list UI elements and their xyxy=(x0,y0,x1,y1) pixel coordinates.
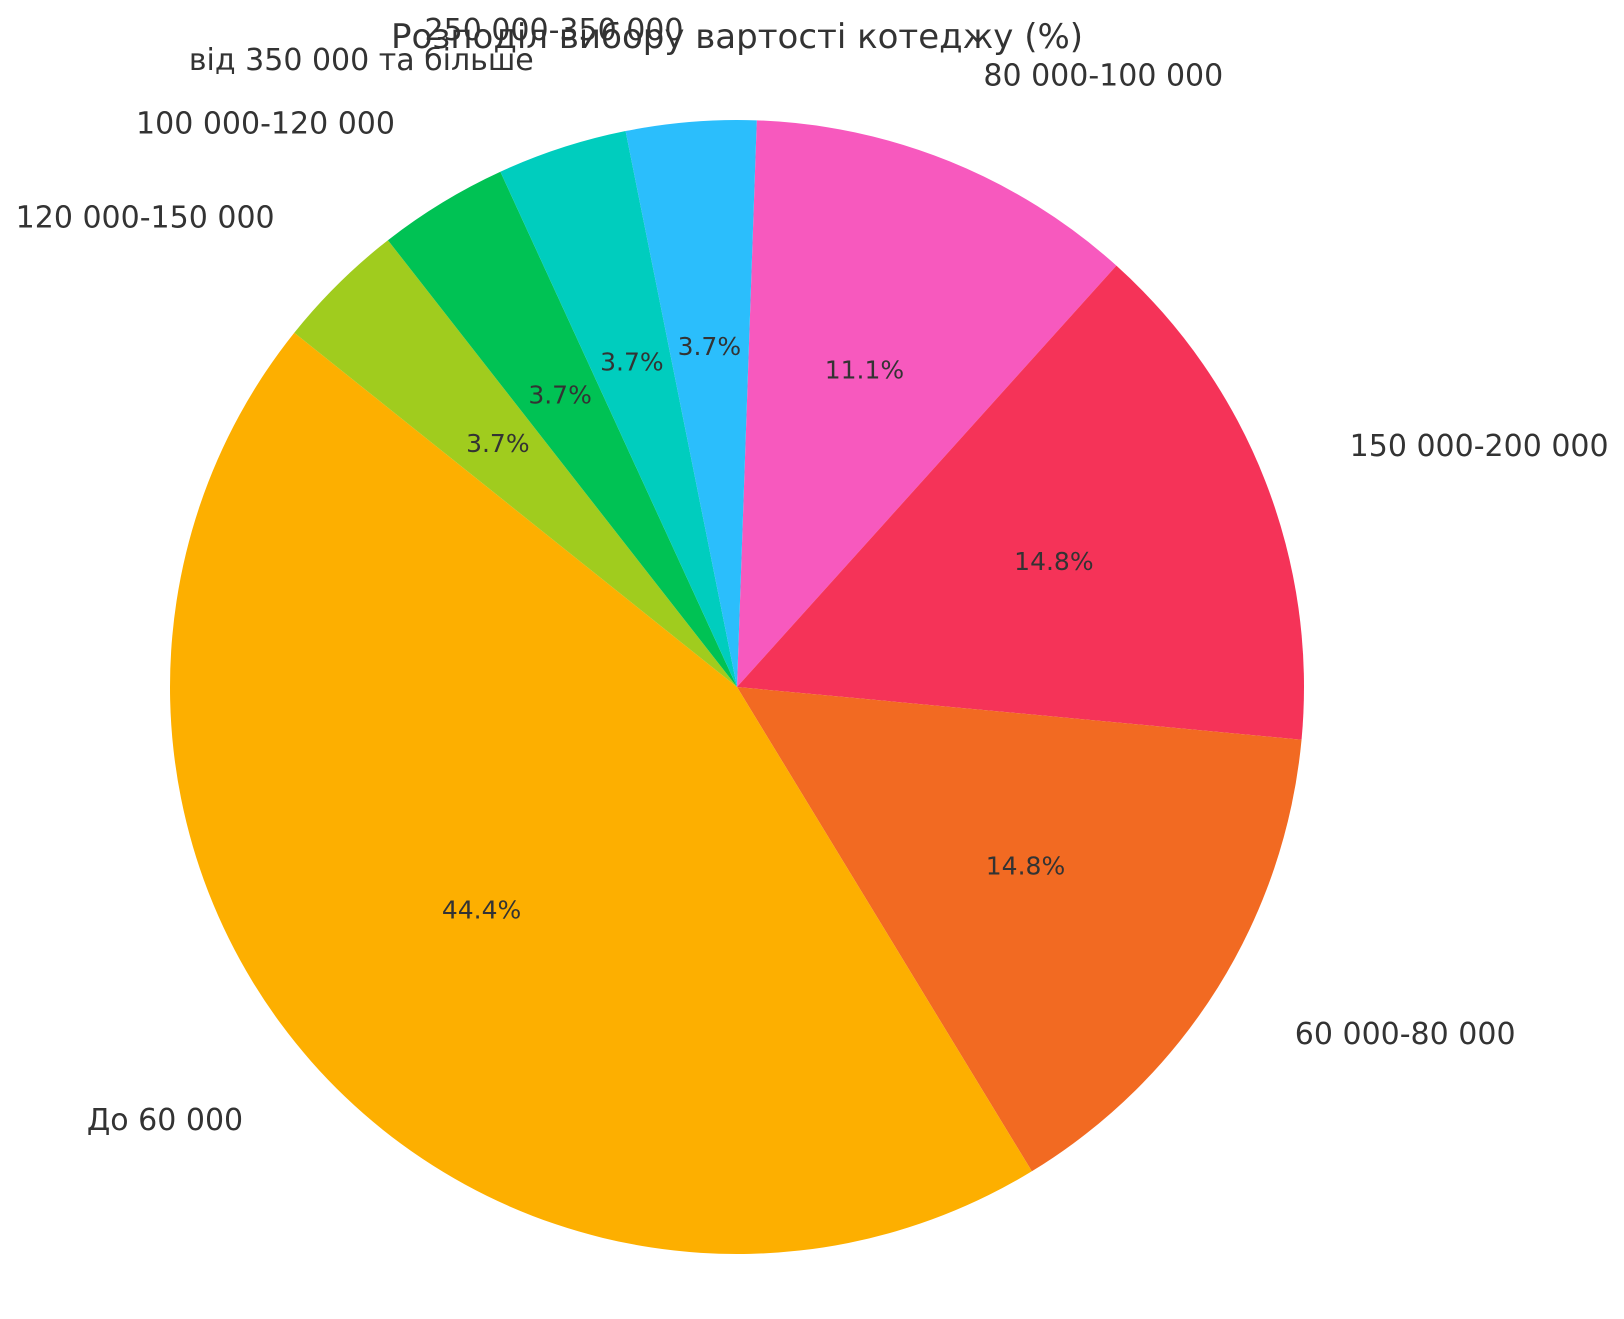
percent-label: 44.4% xyxy=(442,896,521,925)
percent-label: 14.8% xyxy=(986,851,1065,880)
category-label: 60 000-80 000 xyxy=(1295,1017,1516,1052)
category-label: від 350 000 та більше xyxy=(189,43,534,78)
pie-slice xyxy=(294,240,737,687)
percent-label: 3.7% xyxy=(600,347,664,376)
percent-label: 11.1% xyxy=(825,356,904,385)
category-label: 150 000-200 000 xyxy=(1350,429,1609,464)
pie-slice xyxy=(737,265,1304,740)
percent-label: 14.8% xyxy=(1014,547,1093,576)
pie-slice xyxy=(737,687,1302,1172)
pie-slice xyxy=(625,119,757,687)
category-label: 100 000-120 000 xyxy=(136,107,395,142)
pie-slice xyxy=(387,171,737,688)
category-label: 250 000-350 000 xyxy=(425,13,684,48)
pie-slice xyxy=(737,120,1117,687)
category-label: До 60 000 xyxy=(87,1103,243,1138)
percent-label: 3.7% xyxy=(528,380,592,409)
percent-label: 3.7% xyxy=(466,429,530,458)
chart-title: Розподіл вибору вартості котеджу (%) xyxy=(391,17,1083,57)
pie-slice xyxy=(500,131,737,687)
pie-slices xyxy=(170,119,1304,1255)
percent-labels: 11.1% 14.8% 14.8% 44.4% 3.7% 3.7% 3.7% 3.7% xyxy=(442,332,1094,925)
category-labels: 80 000-100 000 150 000-200 000 60 000-80 0… xyxy=(16,13,1609,1138)
category-label: 120 000-150 000 xyxy=(16,201,275,236)
category-label: 80 000-100 000 xyxy=(983,59,1223,94)
percent-label: 3.7% xyxy=(678,332,742,361)
pie-slice xyxy=(170,332,1032,1255)
